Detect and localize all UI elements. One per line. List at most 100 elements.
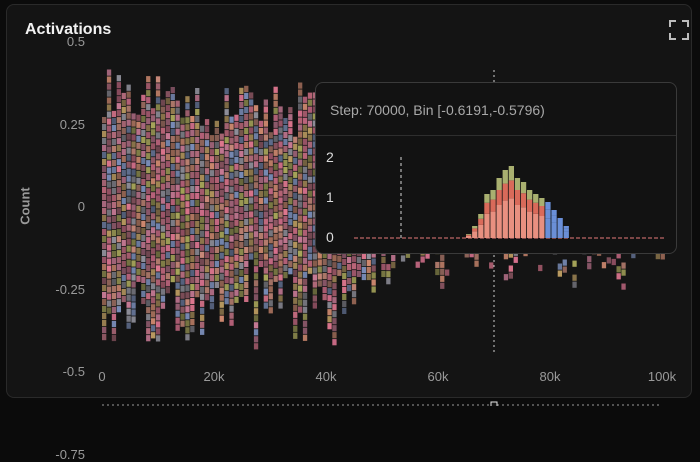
histogram-cell — [420, 256, 425, 263]
histogram-cell — [229, 249, 234, 256]
histogram-cell — [136, 226, 141, 233]
tooltip-bar — [466, 235, 472, 238]
histogram-cell — [126, 273, 131, 280]
histogram-cell — [180, 306, 185, 313]
histogram-cell — [121, 267, 126, 275]
histogram-cell — [214, 246, 219, 253]
histogram-cell — [234, 247, 239, 254]
histogram-cell — [278, 169, 283, 176]
histogram-cell — [298, 159, 303, 166]
histogram-cell — [312, 127, 317, 134]
histogram-cell — [229, 305, 234, 312]
tooltip-bar — [551, 210, 557, 216]
histogram-cell — [200, 174, 205, 181]
histogram-cell — [229, 263, 234, 270]
histogram-cell — [234, 268, 239, 275]
histogram-cell — [106, 293, 112, 300]
histogram-cell — [146, 90, 151, 97]
histogram-cell — [302, 327, 308, 334]
histogram-cell — [244, 295, 249, 302]
histogram-cell — [102, 152, 107, 159]
histogram-cell — [155, 188, 161, 195]
histogram-cell — [244, 274, 249, 281]
histogram-cell — [155, 251, 161, 258]
histogram-cell — [268, 132, 273, 139]
histogram-cell — [155, 237, 161, 244]
histogram-cell — [239, 164, 244, 171]
histogram-cell — [366, 252, 371, 260]
histogram-cell — [283, 153, 288, 160]
histogram-cell — [298, 243, 303, 250]
histogram-cell — [195, 235, 200, 242]
histogram-cell — [160, 281, 166, 288]
histogram-cell — [249, 155, 254, 162]
histogram-cell — [165, 196, 170, 203]
histogram-cell — [111, 334, 117, 342]
histogram-cell — [253, 140, 259, 147]
histogram-cell — [293, 332, 298, 339]
histogram-cell — [165, 217, 170, 224]
histogram-chart[interactable] — [0, 0, 700, 406]
histogram-cell — [249, 148, 254, 155]
histogram-cell — [111, 166, 117, 174]
tooltip-bar — [527, 190, 533, 200]
histogram-cell — [229, 116, 234, 123]
histogram-cell — [307, 267, 313, 274]
histogram-cell — [111, 292, 117, 300]
tooltip-bar — [472, 231, 478, 238]
histogram-cell — [268, 293, 273, 300]
panel-title: Activations — [25, 21, 112, 38]
histogram-cell — [278, 253, 283, 260]
histogram-cell — [263, 155, 268, 162]
histogram-cell — [621, 283, 626, 290]
histogram-cell — [131, 183, 136, 190]
histogram-cell — [121, 281, 126, 289]
histogram-cell — [121, 148, 126, 156]
histogram-cell — [180, 243, 185, 250]
histogram-cell — [155, 230, 161, 237]
histogram-cell — [268, 181, 273, 188]
histogram-cell — [219, 266, 224, 273]
histogram-cell — [126, 168, 131, 175]
tooltip-bar — [508, 180, 514, 199]
histogram-cell — [180, 159, 185, 166]
histogram-cell — [386, 278, 391, 285]
histogram-cell — [253, 315, 259, 322]
histogram-cell — [204, 224, 210, 231]
histogram-cell — [229, 256, 234, 263]
tooltip-bar — [533, 194, 539, 203]
histogram-cell — [170, 171, 175, 178]
histogram-cell — [190, 235, 195, 242]
histogram-cell — [175, 177, 180, 184]
histogram-cell — [116, 208, 121, 215]
histogram-cell — [249, 225, 254, 232]
histogram-cell — [195, 186, 200, 193]
histogram-cell — [209, 219, 215, 226]
histogram-cell — [283, 125, 288, 132]
histogram-cell — [185, 138, 190, 145]
histogram-cell — [195, 137, 200, 144]
histogram-cell — [307, 211, 313, 218]
histogram-cell — [307, 260, 313, 267]
histogram-cell — [307, 113, 313, 120]
histogram-cell — [121, 183, 126, 191]
histogram-cell — [190, 158, 195, 165]
histogram-cell — [185, 327, 190, 334]
histogram-cell — [381, 256, 386, 263]
histogram-cell — [253, 154, 259, 161]
histogram-cell — [146, 272, 151, 279]
histogram-cell — [175, 149, 180, 156]
histogram-cell — [244, 253, 249, 260]
histogram-cell — [180, 117, 185, 124]
histogram-cell — [258, 176, 264, 183]
histogram-cell — [606, 257, 611, 264]
histogram-cell — [253, 133, 259, 140]
histogram-cell — [298, 201, 303, 208]
histogram-cell — [102, 306, 107, 313]
histogram-cell — [106, 97, 112, 104]
histogram-cell — [106, 111, 112, 118]
histogram-cell — [312, 211, 317, 218]
fullscreen-icon[interactable] — [668, 19, 690, 41]
histogram-cell — [278, 239, 283, 246]
histogram-cell — [200, 202, 205, 209]
